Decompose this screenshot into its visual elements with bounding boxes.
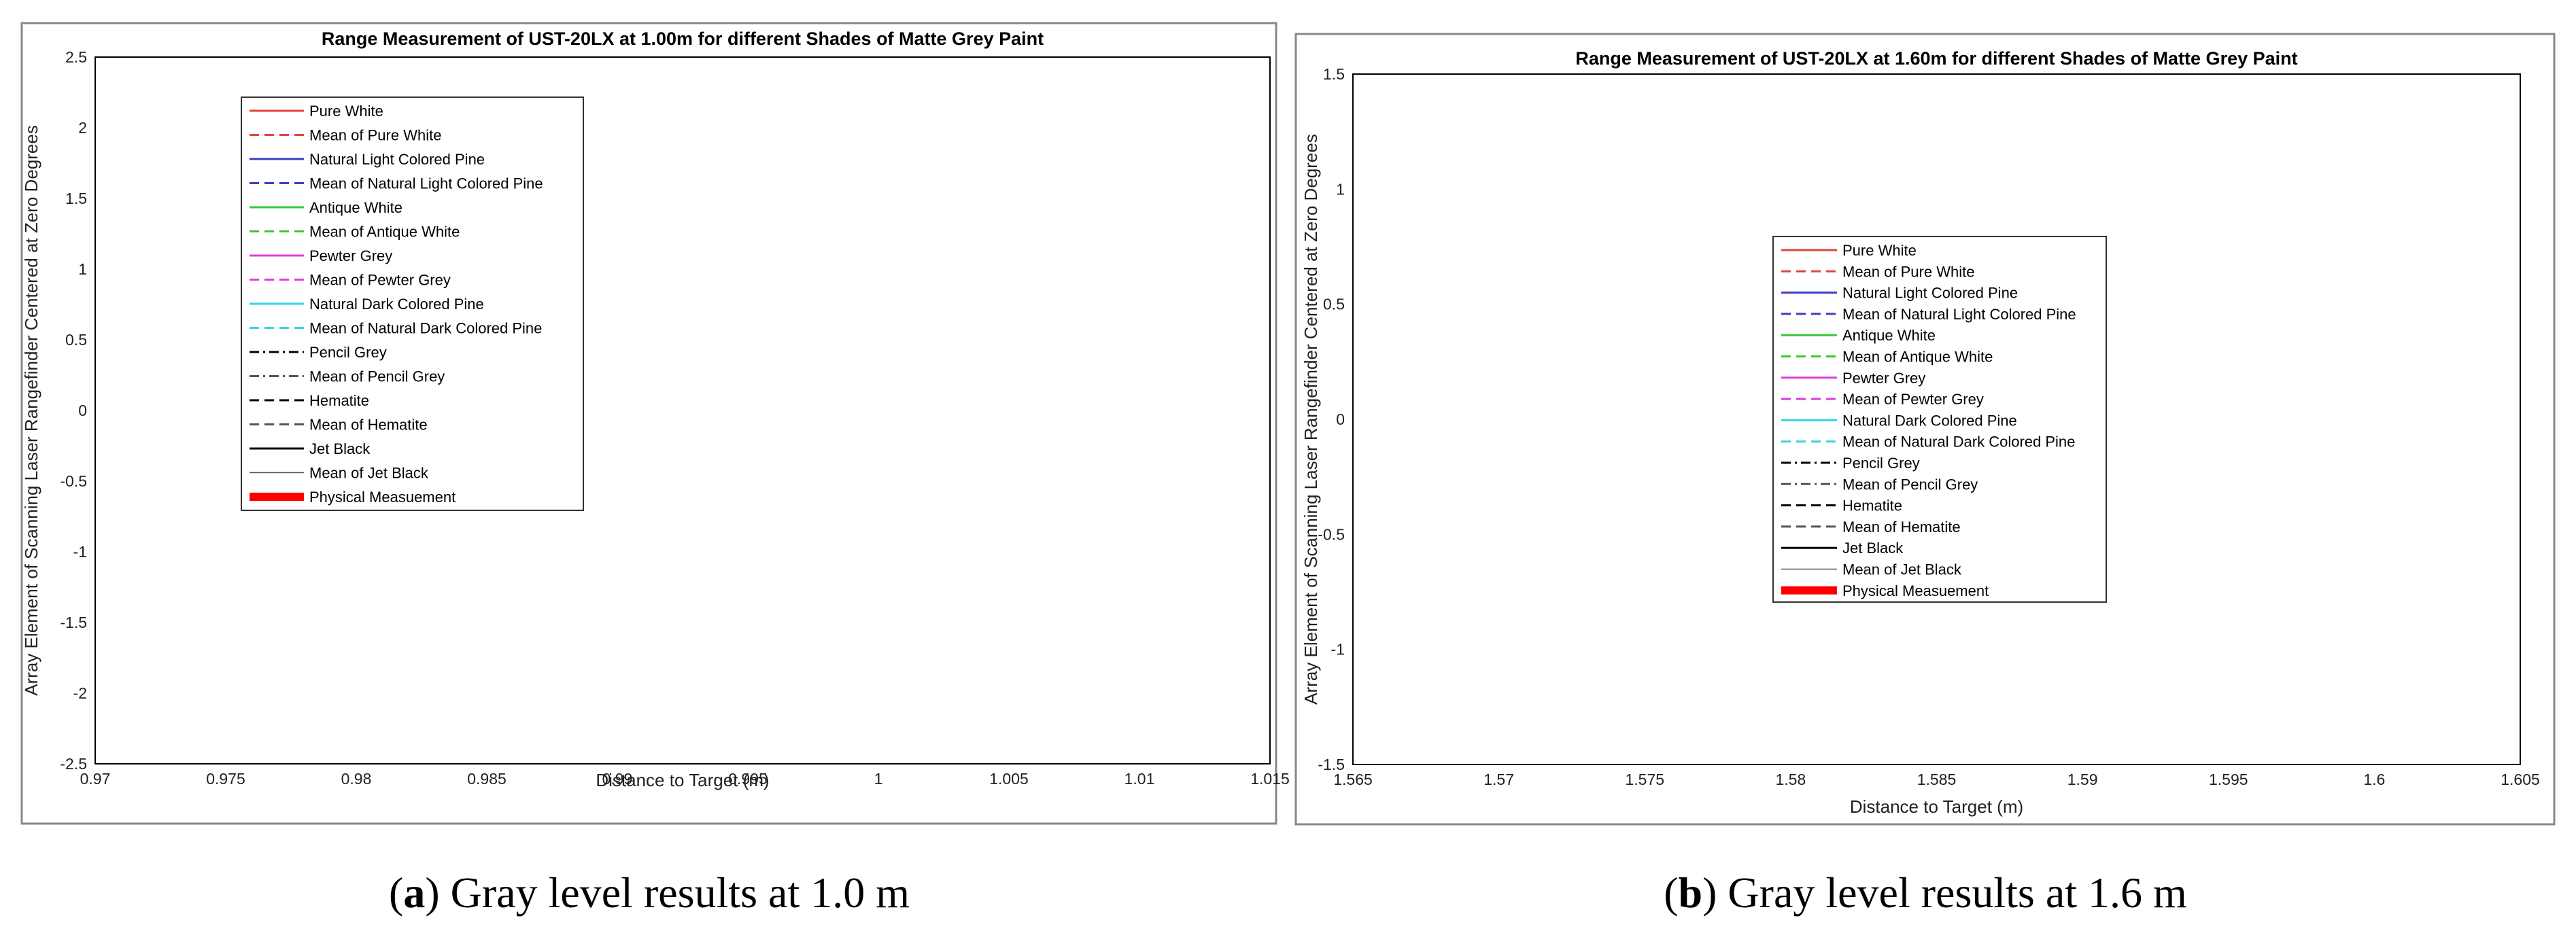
x-tick-label: 1 [874,770,883,788]
y-tick-label: -0.5 [1318,525,1345,543]
y-tick-label: -2 [73,684,87,702]
x-tick-label: 0.99 [602,770,633,788]
legend-label: Antique White [309,199,402,216]
legend-label: Hematite [309,392,369,409]
y-tick-label: 2.5 [65,48,87,66]
legend-label: Natural Dark Colored Pine [309,296,484,313]
y-tick-label: 1 [78,260,87,278]
y-tick-label: 0 [1336,410,1345,428]
legend-label: Mean of Pewter Grey [309,272,451,289]
y-tick-label: 2 [78,119,87,137]
caption-letter: a [403,868,425,917]
legend-label: Mean of Natural Dark Colored Pine [309,320,542,337]
legend-label: Mean of Pencil Grey [1842,476,1978,493]
x-tick-label: 0.97 [80,770,111,788]
legend-label: Mean of Natural Dark Colored Pine [1842,434,2075,451]
legend-label: Natural Dark Colored Pine [1842,412,2017,429]
y-tick-label: 1 [1336,180,1345,198]
legend-label: Mean of Pure White [309,127,441,144]
y-tick-label: 0 [78,402,87,419]
y-tick-label: -0.5 [60,472,87,490]
legend-label: Physical Measuement [1842,582,1989,599]
caption: (b) Gray level results at 1.6 m [1664,868,2187,917]
caption-text: ) Gray level results at 1.6 m [1702,868,2187,917]
legend: Pure White Mean of Pure White Natural Ligh… [1772,236,2107,603]
legend-label: Mean of Antique White [309,224,460,241]
x-tick-label: 1.005 [989,770,1029,788]
y-axis-label: Array Element of Scanning Laser Rangefin… [21,125,41,696]
x-tick-label: 0.975 [206,770,245,788]
legend-label: Mean of Antique White [1842,349,1993,366]
x-tick-label: 1.595 [2209,771,2248,788]
legend-label: Antique White [1842,327,1936,344]
x-axis-label: Distance to Target (m) [596,770,769,790]
x-tick-label: 1.585 [1917,771,1957,788]
legend-label: Pure White [1842,242,1917,259]
legend-label: Jet Black [1842,540,1904,557]
x-tick-label: 1.57 [1483,771,1514,788]
caption: (a) Gray level results at 1.0 m [389,868,910,917]
x-axis-label: Distance to Target (m) [1850,796,2023,817]
panel-a: 0.97 0.975 0.98 0.985 0.99 0.995 1 1.005 1.01 1.0… [20,22,1290,917]
x-tick-label: 1.58 [1775,771,1806,788]
legend-label: Natural Light Colored Pine [1842,285,2018,302]
panel-b: 1.565 1.57 1.575 1.58 1.585 1.59 1.595 1.6 1.605… [1294,33,2556,917]
x-tick-label: 1.01 [1124,770,1155,788]
x-tick-label: 1.565 [1333,771,1373,788]
legend-label: Mean of Hematite [309,417,428,434]
legend-label: Jet Black [309,440,371,457]
legend-label: Mean of Jet Black [1842,561,1962,578]
legend-label: Pencil Grey [1842,455,1920,472]
caption-letter: b [1679,868,1703,917]
x-tick-label: 1.59 [2067,771,2098,788]
caption-text: ) Gray level results at 1.0 m [425,868,910,917]
x-tick-label: 0.995 [728,770,768,788]
legend: Pure White Mean of Pure White Natural Ligh… [241,96,584,511]
y-tick-label: -1 [1331,641,1345,658]
y-tick-label: -1.5 [60,614,87,631]
legend-label: Mean of Pewter Grey [1842,391,1984,408]
caption-paren: ( [1664,868,1678,917]
legend-label: Mean of Hematite [1842,518,1961,535]
legend-label: Pencil Grey [309,344,387,361]
legend-label: Mean of Natural Light Colored Pine [1842,306,2076,323]
x-tick-label: 0.98 [341,770,372,788]
x-tick-label: 1.015 [1250,770,1290,788]
legend-label: Pure White [309,103,383,120]
x-tick-label: 1.6 [2363,771,2385,788]
chart-title: Range Measurement of UST-20LX at 1.60m f… [1575,48,2297,69]
legend-label: Pewter Grey [1842,370,1925,387]
legend-label: Hematite [1842,497,1902,514]
y-tick-label: -2.5 [60,755,87,773]
y-axis-label: Array Element of Scanning Laser Rangefin… [1301,134,1321,705]
y-tick-label: 1.5 [65,190,87,207]
y-tick-label: 0.5 [1323,296,1345,313]
legend-label: Pewter Grey [309,247,392,264]
legend-label: Mean of Jet Black [309,465,429,482]
legend-label: Mean of Natural Light Colored Pine [309,175,543,192]
x-tick-label: 0.985 [467,770,506,788]
y-tick-label: -1.5 [1318,756,1345,773]
legend-label: Mean of Pencil Grey [309,368,445,385]
x-tick-label: 1.575 [1625,771,1664,788]
caption-paren: ( [389,868,403,917]
x-tick-label: 1.605 [2501,771,2540,788]
chart-title: Range Measurement of UST-20LX at 1.00m f… [322,29,1044,49]
legend-label: Mean of Pure White [1842,263,1974,280]
legend-label: Natural Light Colored Pine [309,151,485,168]
legend-label: Physical Measuement [309,489,456,506]
y-tick-label: -1 [73,543,87,561]
y-tick-label: 0.5 [65,331,87,349]
y-tick-label: 1.5 [1323,65,1345,83]
